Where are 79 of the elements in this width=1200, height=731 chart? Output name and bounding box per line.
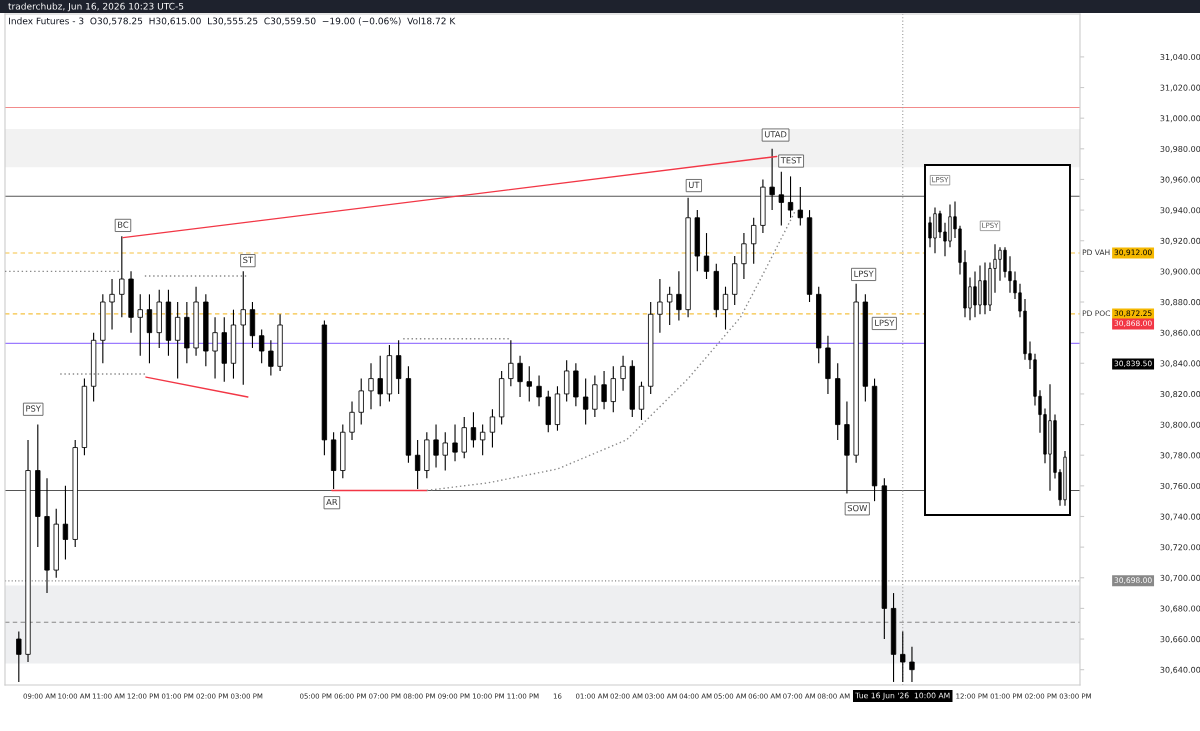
candlestick [137,293,143,357]
candlestick [526,365,532,403]
candlestick [119,235,125,318]
candlestick [470,411,477,449]
candlestick [489,408,496,449]
candlestick [667,286,673,326]
y-tick-label: 30,920.00 [1160,237,1200,245]
annotation: UT [688,181,700,188]
candlestick [722,286,729,331]
annotation: BC [118,221,129,228]
annotation: PSY [26,405,41,412]
candlestick [259,329,265,364]
y-tick-label: 30,700.00 [1160,574,1200,582]
y-tick-label: 30,660.00 [1160,636,1200,644]
candlestick [751,217,757,265]
y-tick-label: 30,860.00 [1160,329,1200,337]
candlestick [741,232,747,280]
y-tick-label: 30,840.00 [1160,360,1200,368]
candlestick [601,370,607,410]
candlestick [268,339,274,377]
candlestick [769,148,775,211]
candlestick [620,355,626,392]
y-tick-label: 30,680.00 [1160,605,1200,613]
candlestick [349,401,355,441]
annotation: SOW [847,504,868,512]
candlestick [479,424,486,456]
candlestick [109,278,115,331]
candlestick [900,630,906,683]
candlestick [442,431,448,472]
candlestick [638,381,645,421]
candlestick [433,424,439,469]
y-tick-label: 30,720.00 [1160,544,1200,552]
candlestick [909,646,915,683]
annotation: TEST [780,157,802,164]
y-tick-label: 30,980.00 [1160,145,1200,153]
candlestick [517,355,523,398]
candlestick [414,439,421,490]
candlestick [787,175,794,219]
candlestick [395,339,402,395]
candlestick [536,374,542,407]
candlestick [16,630,22,683]
candlestick [358,378,364,426]
annotation: ST [243,256,254,264]
candlestick [778,171,784,226]
y-tick-label: 31,000.00 [1160,115,1200,123]
y-tick-label: 30,760.00 [1160,482,1200,490]
y-tick-label: 30,640.00 [1160,666,1200,674]
y-tick-label: 30,780.00 [1160,452,1200,460]
annotation: AR [326,498,338,505]
y-tick-label: 30,960.00 [1160,176,1200,184]
candlestick [703,232,710,280]
chart-title: Index Futures - 3 O30,578.25 H30,615.00 L30,555.25 C30,559.50 −19.00 (−0.06%) Vol18.72 K [9,17,456,26]
candlestick [610,365,616,413]
annotation: UTAD [764,131,787,138]
y-tick-label: 30,800.00 [1160,421,1200,429]
candlestick [368,362,374,410]
candlestick [583,378,589,426]
y-tick-label: 30,740.00 [1160,513,1200,521]
candlestick [212,316,218,380]
annotation: LPSY [854,270,874,277]
text: traderchubz, Jun 16, 2026 10:23 UTC-5 [8,2,184,12]
candlestick [377,355,383,407]
candlestick [146,293,153,364]
annotation: LPSY [875,319,895,326]
y-tick-label: 31,020.00 [1160,84,1200,92]
candlestick [174,301,181,380]
candlestick [62,485,69,560]
candlestick [657,278,663,334]
candlestick [240,270,246,386]
y-tick-label: 30,880.00 [1160,299,1200,307]
candlestick [508,339,514,387]
candlestick [676,270,682,321]
y-tick-label: 30,820.00 [1160,391,1200,398]
candlestick [452,424,458,462]
candlestick [797,186,803,226]
candlestick [564,359,570,403]
y-tick-label: 30,940.00 [1160,207,1200,215]
y-tick-label: 31,040.00 [1160,53,1200,61]
y-tick-label: 30,900.00 [1160,268,1200,276]
